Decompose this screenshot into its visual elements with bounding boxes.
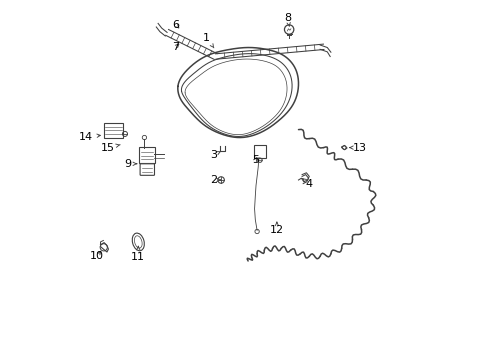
Text: 15: 15	[101, 143, 120, 153]
Text: 8: 8	[284, 13, 291, 26]
Text: 9: 9	[123, 159, 137, 169]
Text: 2: 2	[210, 175, 220, 185]
Text: 12: 12	[269, 222, 284, 235]
FancyBboxPatch shape	[139, 147, 155, 163]
FancyBboxPatch shape	[103, 123, 123, 138]
Text: 6: 6	[172, 20, 179, 30]
Text: 14: 14	[79, 132, 100, 142]
Text: 11: 11	[131, 246, 145, 262]
Text: 7: 7	[172, 42, 179, 52]
FancyBboxPatch shape	[254, 145, 265, 158]
Text: 1: 1	[203, 33, 213, 48]
Text: 10: 10	[90, 251, 103, 261]
Text: 5: 5	[251, 155, 258, 165]
Text: 13: 13	[349, 143, 366, 153]
Text: 4: 4	[302, 179, 312, 189]
FancyBboxPatch shape	[140, 164, 154, 175]
Text: 3: 3	[210, 150, 220, 160]
